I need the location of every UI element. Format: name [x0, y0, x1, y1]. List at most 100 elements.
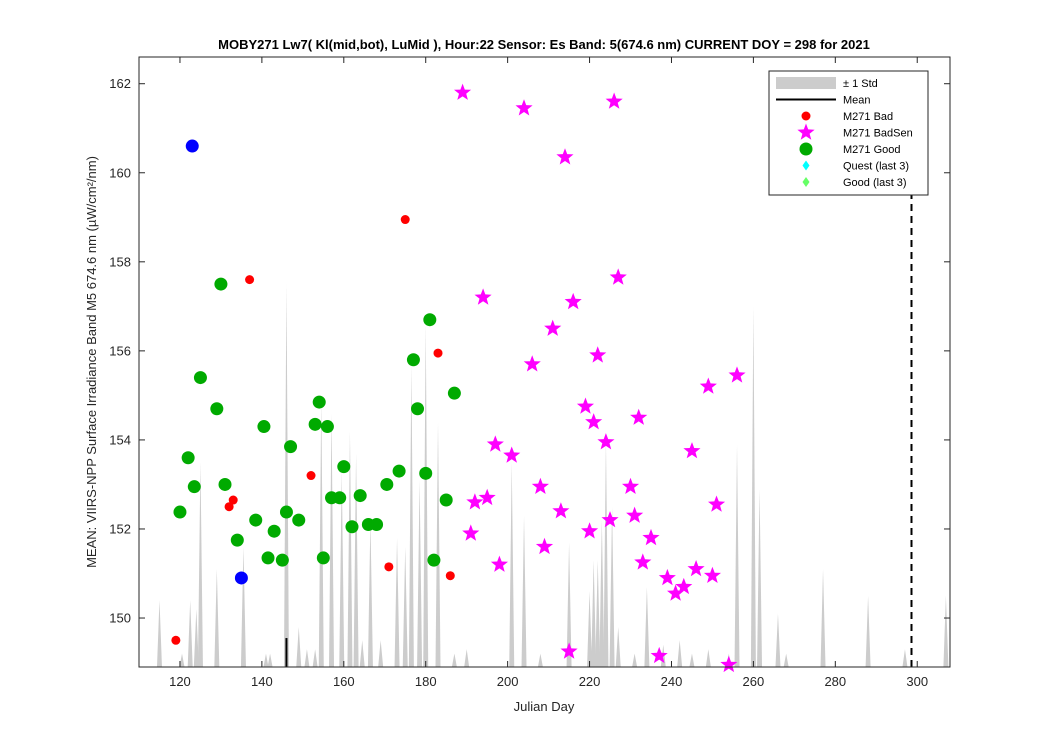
badsen-point-37 — [703, 566, 721, 583]
legend-swatch-good — [799, 142, 813, 156]
badsen-point-10 — [531, 477, 549, 494]
legend-entry-quest: Quest (last 3) — [802, 160, 909, 173]
badsen-point-8 — [515, 99, 533, 116]
badsen-point-31 — [658, 568, 676, 586]
points-layer — [171, 83, 746, 673]
std-spike-29 — [509, 462, 515, 667]
good-point-35 — [447, 386, 461, 400]
good-point-1 — [181, 451, 195, 465]
badsen-point-21 — [597, 433, 615, 450]
legend-label-badsen: M271 BadSen — [843, 128, 913, 140]
y-axis-label: MEAN: VIIRS-NPP Surface Irradiance Band … — [84, 156, 99, 568]
legend-swatch-good3 — [802, 177, 810, 187]
badsen-point-2 — [466, 493, 484, 510]
std-spike-37 — [603, 439, 609, 667]
std-spike-12 — [312, 649, 318, 667]
y-tick-label-1: 152 — [109, 521, 131, 536]
badsen-point-32 — [667, 584, 685, 601]
std-spike-3 — [193, 609, 199, 667]
x-tick-label-4: 200 — [497, 674, 519, 689]
bad-point-4 — [306, 471, 316, 481]
good-point-15 — [292, 513, 306, 527]
good-point-5 — [214, 277, 228, 291]
std-spike-24 — [417, 479, 423, 667]
std-spike-5 — [214, 569, 220, 667]
std-spike-36 — [599, 520, 605, 667]
badsen-point-17 — [576, 397, 594, 414]
good-point-7 — [230, 533, 244, 547]
badsen-point-11 — [535, 537, 554, 555]
std-spike-8 — [267, 653, 273, 667]
std-spike-55 — [943, 595, 949, 667]
good-point-8 — [249, 513, 263, 527]
badsen-point-9 — [523, 355, 541, 372]
blue-point-1 — [234, 571, 248, 585]
bad-point-1 — [224, 502, 234, 512]
std-spike-9 — [283, 284, 289, 667]
badsen-point-4 — [478, 488, 496, 506]
std-spike-27 — [451, 653, 457, 667]
good-point-32 — [423, 313, 437, 327]
badsen-point-19 — [585, 413, 603, 430]
chart-title: MOBY271 Lw7( Kl(mid,bot), LuMid ), Hour:… — [218, 37, 870, 52]
std-spike-15 — [339, 471, 345, 667]
good-point-13 — [279, 505, 293, 519]
std-spike-45 — [705, 649, 711, 667]
std-spike-19 — [367, 520, 373, 667]
std-spike-50 — [775, 613, 781, 667]
std-spike-38 — [609, 506, 615, 667]
blue-point-0 — [185, 139, 199, 153]
badsen-point-16 — [564, 292, 582, 310]
y-tick-label-3: 156 — [109, 343, 131, 358]
good-point-31 — [419, 466, 433, 480]
good-point-30 — [411, 402, 425, 416]
std-spike-1 — [179, 653, 185, 667]
good-point-12 — [275, 553, 289, 567]
std-spike-23 — [408, 364, 414, 667]
std-spike-49 — [757, 488, 763, 667]
std-spike-43 — [677, 640, 683, 667]
std-spike-31 — [537, 653, 543, 667]
good-point-24 — [353, 489, 367, 503]
badsen-point-35 — [687, 560, 705, 577]
std-spike-40 — [632, 653, 638, 667]
std-spike-0 — [156, 600, 162, 667]
x-tick-label-7: 260 — [743, 674, 765, 689]
std-spike-20 — [378, 640, 384, 667]
x-tick-label-3: 180 — [415, 674, 437, 689]
std-spike-13 — [318, 399, 324, 667]
badsen-point-22 — [601, 511, 619, 528]
badsen-point-30 — [650, 646, 668, 664]
y-tick-label-2: 154 — [109, 432, 131, 447]
good-point-4 — [210, 402, 224, 416]
bad-point-8 — [445, 571, 455, 581]
std-spike-16 — [347, 431, 353, 667]
badsen-point-5 — [486, 435, 504, 452]
badsen-point-14 — [556, 148, 574, 165]
x-tick-label-0: 120 — [169, 674, 191, 689]
std-spike-7 — [263, 653, 269, 667]
legend-entry-std: ± 1 Std — [776, 77, 878, 90]
legend: ± 1 Std Mean M271 Bad M271 BadSen M271 Good Q… — [768, 70, 929, 196]
good-point-29 — [406, 353, 420, 367]
std-spike-33 — [587, 591, 593, 667]
x-tick-label-9: 300 — [906, 674, 928, 689]
badsen-point-3 — [474, 288, 492, 305]
bad-point-2 — [228, 495, 238, 505]
good-point-28 — [392, 464, 406, 478]
legend-swatch-quest — [802, 160, 810, 171]
std-spike-51 — [783, 653, 789, 667]
legend-entry-good3: Good (last 3) — [802, 177, 907, 189]
std-spike-2 — [187, 600, 193, 667]
std-spike-44 — [689, 653, 695, 667]
bad-point-0 — [171, 635, 181, 645]
good-point-14 — [284, 440, 298, 454]
badsen-point-38 — [708, 495, 726, 512]
badsen-point-12 — [544, 319, 562, 336]
good-point-34 — [439, 493, 453, 507]
x-tick-label-2: 160 — [333, 674, 355, 689]
good-point-22 — [337, 460, 351, 474]
legend-swatch-bad — [801, 111, 811, 121]
y-tick-label-4: 158 — [109, 254, 131, 269]
